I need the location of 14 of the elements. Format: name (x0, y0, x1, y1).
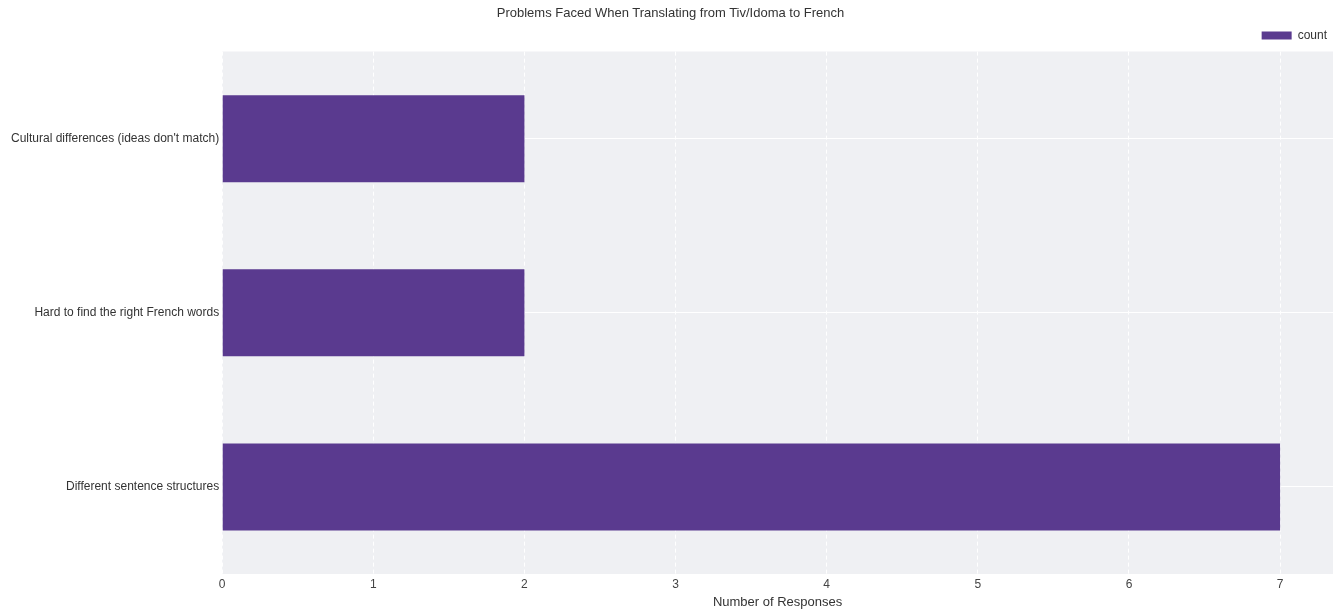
x-tick-label: 5 (974, 576, 982, 591)
x-tick-label: 2 (521, 576, 529, 591)
x-axis-title: Number of Responses (712, 593, 843, 609)
x-tick-label: 4 (823, 576, 831, 591)
legend-label: count (1297, 27, 1328, 42)
x-tick-label: 1 (369, 576, 377, 591)
x-tick-label: 6 (1125, 576, 1133, 591)
x-tick-label: 0 (218, 576, 226, 591)
y-tick-label: Hard to find the right French words (34, 305, 220, 320)
y-tick-label: Different sentence structures (65, 479, 220, 494)
x-tick-label: 7 (1276, 576, 1284, 591)
chart-title: Problems Faced When Translating from Tiv/Idoma to French (496, 5, 845, 21)
x-tick-label: 3 (672, 576, 680, 591)
y-tick-label: Cultural differences (ideas don't match) (11, 130, 220, 145)
